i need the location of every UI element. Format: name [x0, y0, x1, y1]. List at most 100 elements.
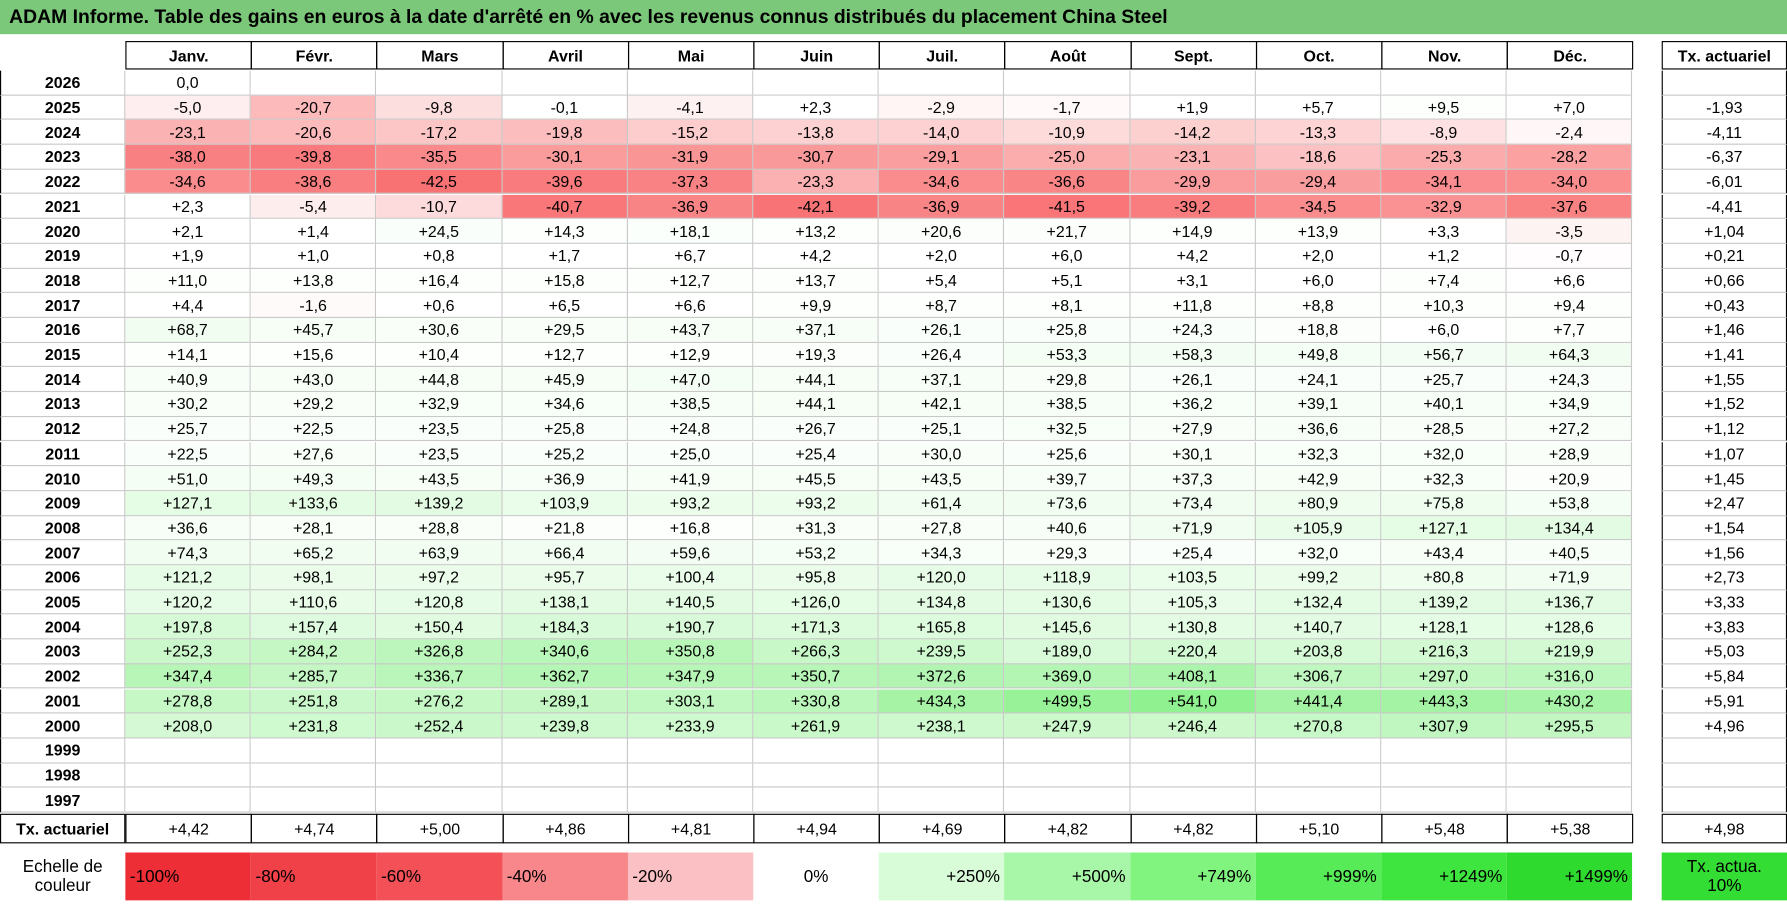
gain-cell: +130,8	[1130, 614, 1256, 640]
gain-cell: -2,9	[878, 95, 1005, 121]
gain-cell: +8,7	[878, 293, 1005, 318]
gain-cell: +239,5	[878, 639, 1005, 665]
year-label: 2000	[0, 713, 126, 739]
gain-cell	[250, 70, 377, 96]
gain-cell: +6,0	[1255, 268, 1382, 294]
gain-cell: +103,9	[502, 491, 628, 516]
gain-cell: -41,5	[1004, 194, 1131, 220]
gain-cell: -34,6	[125, 169, 251, 195]
gain-cell	[250, 738, 377, 764]
gain-cell: +120,2	[125, 590, 251, 615]
gain-cell: +5,4	[878, 268, 1005, 294]
tx-cell: +1,04	[1661, 219, 1787, 244]
gain-cell: +25,8	[502, 416, 628, 442]
gain-cell: +251,8	[250, 688, 377, 714]
tx-cell: +5,91	[1661, 688, 1787, 714]
gain-cell: +157,4	[250, 614, 377, 640]
gain-cell: +49,3	[250, 466, 377, 492]
month-header: Janv.	[125, 41, 253, 70]
tx-cell	[1661, 70, 1787, 96]
gain-cell	[1255, 738, 1382, 764]
gain-cell: +61,4	[878, 491, 1005, 516]
gain-cell: +24,3	[1506, 367, 1633, 393]
month-header: Nov.	[1381, 41, 1509, 70]
gain-cell: +430,2	[1506, 688, 1633, 714]
tx-cell: +1,52	[1661, 392, 1787, 417]
gain-cell: +2,3	[125, 194, 251, 220]
gain-cell	[753, 763, 879, 788]
gain-cell: +138,1	[502, 590, 628, 615]
year-label: 2006	[0, 565, 126, 591]
gain-cell: +30,6	[376, 317, 503, 343]
gain-cell: +75,8	[1381, 491, 1507, 516]
footer-cell: +4,81	[627, 813, 755, 844]
gain-cell: +25,0	[627, 441, 754, 467]
gain-cell: -30,1	[502, 144, 628, 170]
gain-cell: +266,3	[753, 639, 879, 665]
gain-cell: -2,4	[1506, 120, 1633, 145]
gain-cell: +30,1	[1130, 441, 1256, 467]
gain-cell: +261,9	[753, 713, 879, 739]
gain-cell: +28,8	[376, 515, 503, 541]
year-label: 2022	[0, 169, 126, 195]
gain-cell: +9,5	[1381, 95, 1507, 121]
gain-cell: +12,9	[627, 342, 754, 368]
gain-cell: +434,3	[878, 688, 1005, 714]
gain-cell: -30,7	[753, 144, 879, 170]
gain-cell: -34,5	[1255, 194, 1382, 220]
scale-label: Echelle de couleur	[22, 857, 103, 896]
gain-cell: +28,5	[1381, 416, 1507, 442]
month-header: Avril	[502, 41, 629, 70]
gain-cell: +41,9	[627, 466, 754, 492]
gain-cell: +13,8	[250, 268, 377, 294]
gain-cell: +43,5	[376, 466, 503, 492]
gain-cell: +134,8	[878, 590, 1005, 615]
year-label: 2020	[0, 219, 126, 244]
gain-cell: +6,0	[1004, 243, 1131, 269]
gain-cell: +32,0	[1255, 540, 1382, 566]
gain-cell: +27,9	[1130, 416, 1256, 442]
tx-cell: +4,96	[1661, 713, 1787, 739]
gain-cell: +14,3	[502, 219, 628, 244]
gain-cell: +34,6	[502, 392, 628, 417]
gain-cell: +44,1	[753, 367, 879, 393]
gain-cell: +165,8	[878, 614, 1005, 640]
gain-cell: -31,9	[627, 144, 754, 170]
gain-cell	[1506, 763, 1633, 788]
gain-cell: -39,8	[250, 144, 377, 170]
month-header: Août	[1004, 41, 1132, 70]
scale-step: +749%	[1130, 852, 1256, 901]
footer-cell: +4,74	[250, 813, 378, 844]
tx-cell: +5,03	[1661, 639, 1787, 665]
month-header: Mars	[376, 41, 504, 70]
gain-cell: +80,9	[1255, 491, 1382, 516]
gain-cell: +32,9	[376, 392, 503, 417]
gain-cell: +246,4	[1130, 713, 1256, 739]
gain-cell: +128,1	[1381, 614, 1507, 640]
gain-cell: -37,6	[1506, 194, 1633, 220]
gain-cell: +56,7	[1381, 342, 1507, 368]
gain-cell: +7,4	[1381, 268, 1507, 294]
year-label: 2026	[0, 70, 126, 96]
gain-cell	[1381, 763, 1507, 788]
gain-cell	[753, 787, 879, 813]
gain-cell: +32,3	[1381, 466, 1507, 492]
year-label: 2016	[0, 317, 126, 343]
month-header: Déc.	[1506, 41, 1634, 70]
gain-cell: +14,1	[125, 342, 251, 368]
gain-cell: +65,2	[250, 540, 377, 566]
gain-cell: +3,1	[1130, 268, 1256, 294]
year-label: 2011	[0, 441, 126, 467]
tx-cell: +3,83	[1661, 614, 1787, 640]
gain-cell: +285,7	[250, 664, 377, 689]
gain-cell: +59,6	[627, 540, 754, 566]
gain-cell: +136,7	[1506, 590, 1633, 615]
gain-cell: +64,3	[1506, 342, 1633, 368]
gain-cell: +252,3	[125, 639, 251, 665]
tx-cell: +1,54	[1661, 515, 1787, 541]
gain-cell: +27,2	[1506, 416, 1633, 442]
gain-cell: -25,3	[1381, 144, 1507, 170]
gain-cell: +8,8	[1255, 293, 1382, 318]
year-label: 2025	[0, 95, 126, 121]
